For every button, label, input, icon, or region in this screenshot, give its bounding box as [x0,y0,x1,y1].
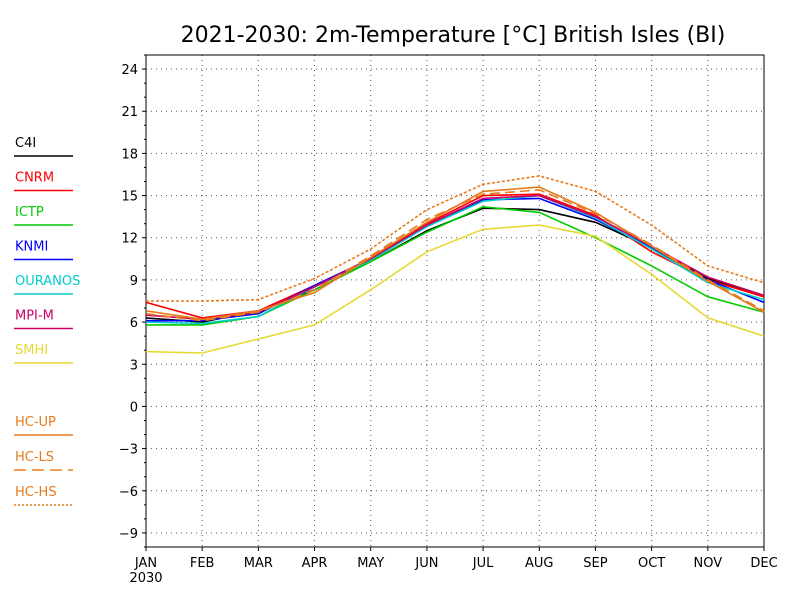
series-line-ouranos [145,194,765,325]
x-tick-label: JUN [414,556,438,571]
grid-lines [145,55,765,547]
legend-label-hc-up: HC-UP [15,415,56,430]
x-tick-label: JAN [134,556,157,571]
y-tick-label: 24 [121,63,138,78]
x-tick-label: DEC [750,556,777,571]
series-line-smhi [145,224,765,354]
plot-frame [145,54,765,548]
series-line-c4i [145,207,765,323]
legend-label-c4i: C4I [15,136,36,151]
y-tick-label: 15 [121,190,138,205]
x-tick-label: SEP [583,556,607,571]
legend-label-cnrm: CNRM [15,171,54,186]
y-tick-label: −3 [119,443,138,458]
y-tick-label: 18 [121,147,138,162]
x-tick-label: APR [302,556,328,571]
y-tick-label: 21 [121,105,138,120]
series-lines [145,175,765,354]
y-axis: −9 −6 −3 0 3 6 9 12 15 18 21 24 [119,54,146,548]
legend-label-ouranos: OURANOS [15,274,80,289]
x-axis: JAN FEB MAR APR MAY JUN JUL AUG SEP OCT NOV DEC [134,547,778,571]
legend-label-smhi: SMHI [15,343,48,358]
chart-title: 2021-2030: 2m-Temperature [°C] British I… [181,23,726,48]
series-line-knmi [146,197,765,322]
y-tick-label: 3 [130,358,138,373]
series-line-hc-hs [146,175,765,302]
x-tick-label: NOV [694,556,723,571]
legend-label-hc-hs: HC-HS [15,485,57,500]
legend-label-ictp: ICTP [15,205,44,220]
y-tick-label: 6 [130,316,138,331]
x-tick-label: AUG [525,556,553,571]
series-line-hc-ls [145,189,765,322]
y-tick-label: 12 [121,232,138,247]
y-tick-label: −9 [119,527,138,542]
x-tick-label: JUL [472,556,494,571]
legend-label-knmi: KNMI [15,240,48,255]
x-tick-label: MAY [357,556,384,571]
legend: C4I CNRM ICTP KNMI OURANOS MPI-M SMHI HC-UP HC-L… [14,136,80,506]
x-axis-year-label: 2030 [129,571,162,586]
y-tick-label: 0 [130,400,138,415]
y-tick-label: 9 [130,274,138,289]
legend-label-mpi-m: MPI-M [15,309,54,324]
x-tick-label: MAR [244,556,273,571]
series-line-ictp [146,205,765,326]
x-tick-label: FEB [190,556,215,571]
legend-label-hc-ls: HC-LS [15,450,54,465]
x-tick-label: OCT [638,556,665,571]
y-tick-label: −6 [119,485,138,500]
